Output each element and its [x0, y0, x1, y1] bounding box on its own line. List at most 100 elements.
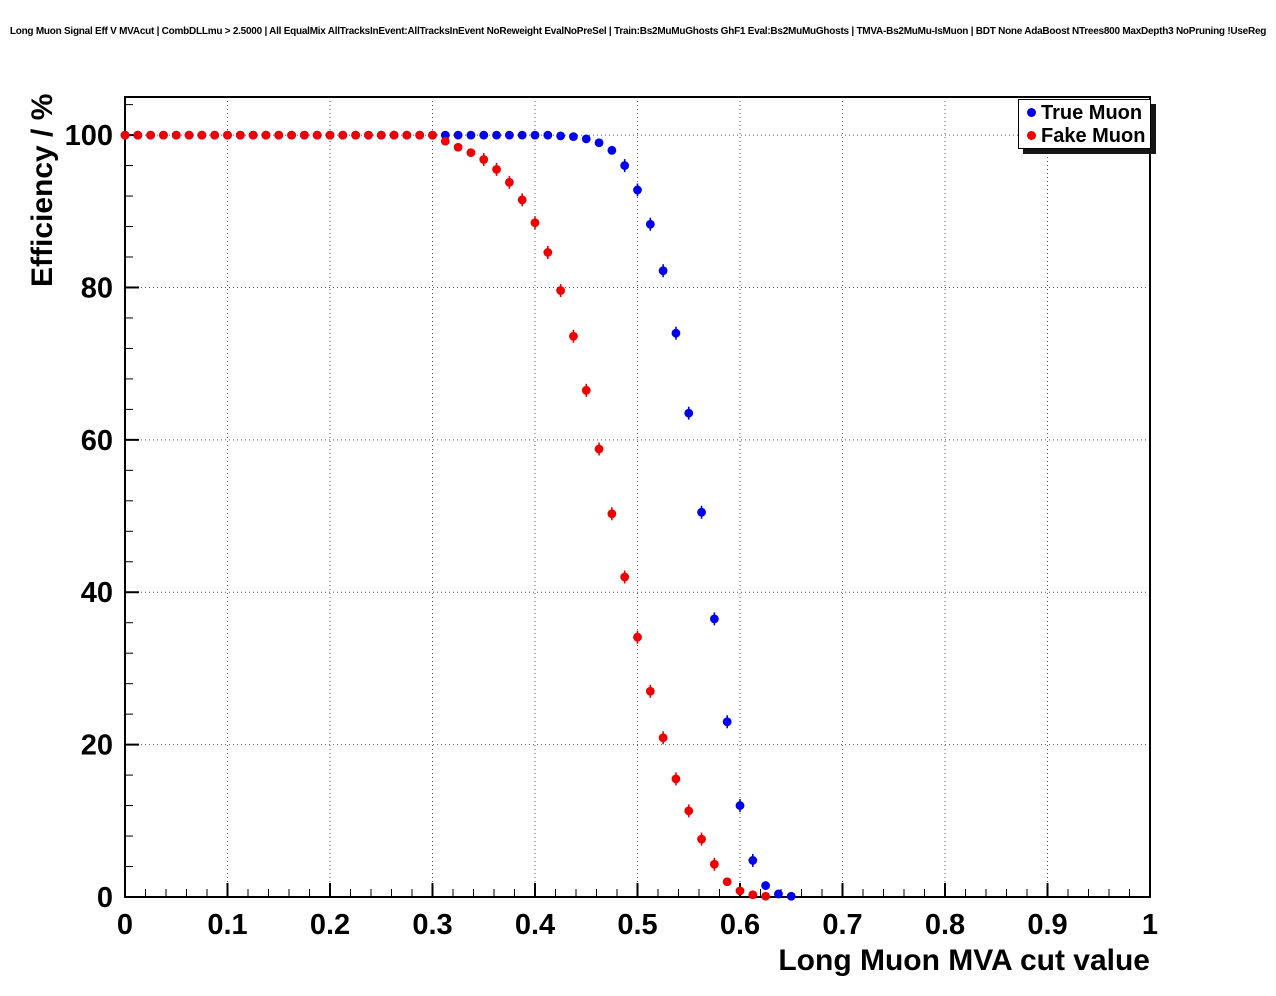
legend-entry-fake-muon: Fake Muon [1019, 124, 1150, 147]
data-point-fake-muon [633, 632, 642, 642]
data-point-true-muon [658, 266, 668, 276]
data-point-true-muon [774, 889, 783, 899]
data-point-true-muon [633, 185, 642, 195]
data-point-fake-muon [556, 286, 566, 295]
data-point-fake-muon [543, 248, 553, 257]
data-point-true-muon [453, 130, 463, 140]
data-point-true-muon [581, 134, 591, 144]
data-point-fake-muon [504, 177, 514, 187]
data-point-fake-muon [402, 130, 412, 140]
data-point-fake-muon [492, 164, 501, 174]
data-point-fake-muon [120, 130, 130, 140]
data-point-fake-muon [287, 130, 296, 140]
data-point-true-muon [556, 131, 566, 141]
data-point-fake-muon [376, 130, 386, 140]
data-point-true-muon [543, 130, 553, 140]
data-point-fake-muon [748, 890, 758, 900]
y-tick-label: 0 [97, 882, 113, 914]
data-point-true-muon [530, 130, 540, 140]
data-point-true-muon [645, 219, 655, 229]
data-point-true-muon [466, 130, 476, 140]
data-point-true-muon [735, 801, 745, 810]
data-point-true-muon [697, 507, 706, 517]
data-point-fake-muon [620, 572, 630, 582]
data-point-fake-muon [325, 130, 335, 140]
data-point-fake-muon [248, 130, 258, 140]
data-point-fake-muon [299, 130, 309, 140]
data-point-true-muon [620, 161, 630, 170]
y-axis-title: Efficiency / % [26, 94, 59, 287]
legend: True Muon Fake Muon [1018, 99, 1151, 149]
data-point-fake-muon [133, 130, 143, 140]
data-point-fake-muon [594, 444, 604, 454]
data-point-fake-muon [274, 130, 284, 140]
data-point-fake-muon [171, 130, 181, 140]
data-point-fake-muon [235, 130, 245, 140]
data-point-true-muon [569, 132, 578, 142]
legend-label-fake-muon: Fake Muon [1041, 124, 1146, 147]
data-point-fake-muon [197, 130, 207, 140]
x-tick-label: 0.2 [310, 909, 350, 941]
data-point-fake-muon [184, 130, 194, 140]
data-point-fake-muon [428, 130, 437, 140]
y-tick-label: 80 [81, 272, 113, 304]
x-tick-label: 1 [1142, 909, 1158, 941]
x-tick-label: 0.4 [515, 909, 555, 941]
chart-title: Long Muon Signal Eff V MVAcut | CombDLLm… [9, 26, 1267, 37]
data-point-true-muon [709, 614, 719, 624]
data-point-true-muon [517, 130, 527, 140]
data-point-true-muon [492, 130, 501, 140]
data-point-fake-muon [440, 136, 450, 146]
data-point-fake-muon [338, 130, 348, 140]
x-tick-label: 0.8 [925, 909, 965, 941]
x-tick-label: 0 [117, 909, 133, 941]
data-point-fake-muon [146, 130, 156, 140]
data-point-true-muon [684, 408, 694, 418]
data-point-fake-muon [261, 130, 271, 140]
data-point-true-muon [504, 130, 514, 140]
data-point-fake-muon [210, 130, 220, 140]
x-tick-label: 0.7 [822, 909, 862, 941]
data-point-fake-muon [581, 385, 591, 395]
data-point-fake-muon [351, 130, 361, 140]
data-point-fake-muon [415, 130, 425, 140]
data-point-fake-muon [453, 142, 463, 152]
x-tick-label: 0.1 [207, 909, 247, 941]
x-axis-title: Long Muon MVA cut value [778, 944, 1150, 977]
data-point-true-muon [761, 881, 771, 890]
true-muon-marker-icon [1027, 108, 1036, 117]
data-point-fake-muon [479, 155, 489, 164]
x-tick-label: 0.5 [617, 909, 657, 941]
y-tick-label: 20 [81, 730, 113, 762]
y-tick-label: 60 [81, 425, 113, 457]
data-point-true-muon [671, 328, 681, 338]
legend-label-true-muon: True Muon [1041, 101, 1143, 124]
data-point-fake-muon [761, 891, 771, 901]
data-point-fake-muon [159, 130, 168, 140]
data-point-fake-muon [709, 859, 719, 869]
data-point-fake-muon [569, 331, 578, 341]
data-point-fake-muon [697, 834, 706, 844]
data-point-fake-muon [607, 509, 617, 519]
data-point-fake-muon [223, 130, 232, 140]
data-point-fake-muon [517, 195, 527, 205]
data-point-true-muon [440, 130, 450, 140]
data-point-fake-muon [722, 877, 732, 887]
fake-muon-marker-icon [1027, 131, 1036, 140]
data-point-fake-muon [684, 806, 694, 816]
data-point-true-muon [607, 145, 617, 155]
x-tick-label: 0.3 [412, 909, 452, 941]
x-tick-label: 0.9 [1027, 909, 1067, 941]
data-point-fake-muon [735, 886, 745, 896]
data-point-fake-muon [671, 774, 681, 784]
data-point-fake-muon [389, 130, 399, 140]
y-tick-label: 40 [81, 577, 113, 609]
data-point-true-muon [722, 717, 732, 727]
data-point-fake-muon [530, 218, 540, 228]
legend-entry-true-muon: True Muon [1019, 101, 1150, 124]
data-point-fake-muon [645, 686, 655, 696]
data-point-fake-muon [312, 130, 322, 140]
data-point-true-muon [748, 856, 758, 865]
